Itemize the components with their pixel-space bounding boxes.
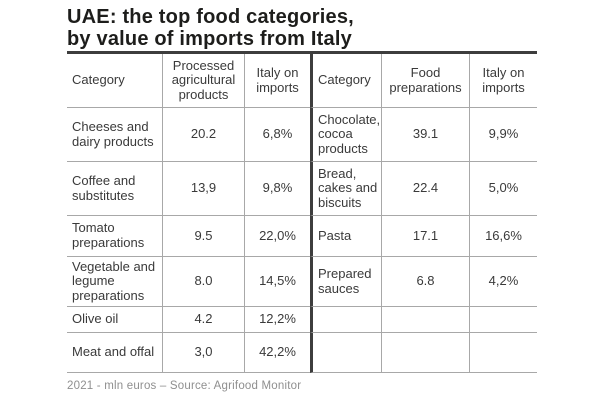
table-cell-value: 22.4 — [382, 162, 470, 216]
header-food-preparations: Food preparations — [382, 54, 470, 108]
table-cell-category: Meat and offal — [67, 333, 163, 373]
header-processed-agricultural-products: Processed agricultural products — [163, 54, 245, 108]
header-category-right: Category — [310, 54, 382, 108]
table-cell-category: Cheeses and dairy products — [67, 108, 163, 162]
table-cell-share: 22,0% — [245, 216, 310, 257]
table-cell-share: 6,8% — [245, 108, 310, 162]
chart-title: UAE: the top food categories, by value o… — [67, 6, 354, 51]
table-cell-category: Chocolate, cocoa products — [310, 108, 382, 162]
table-cell-value: 20.2 — [163, 108, 245, 162]
header-italy-on-imports-right: Italy on imports — [470, 54, 537, 108]
table-cell-value: 39.1 — [382, 108, 470, 162]
table-cell-category: Coffee and substitutes — [67, 162, 163, 216]
source-note: 2021 - mln euros – Source: Agrifood Moni… — [67, 380, 302, 392]
table-cell-category: Tomato preparations — [67, 216, 163, 257]
table-cell-share — [470, 307, 537, 333]
table-cell-value: 6.8 — [382, 257, 470, 307]
table-cell-share: 4,2% — [470, 257, 537, 307]
table-cell-value: 8.0 — [163, 257, 245, 307]
table-cell-share: 14,5% — [245, 257, 310, 307]
chart-title-line2: by value of imports from Italy — [67, 28, 352, 51]
header-italy-on-imports-left: Italy on imports — [245, 54, 310, 108]
imports-table: Category Processed agricultural products… — [67, 51, 537, 373]
table-cell-category: Olive oil — [67, 307, 163, 333]
table-cell-category: Bread, cakes and biscuits — [310, 162, 382, 216]
chart-title-line1: UAE: the top food categories, — [67, 6, 354, 28]
table-cell-category — [310, 333, 382, 373]
table-cell-share: 5,0% — [470, 162, 537, 216]
table-cell-value: 9.5 — [163, 216, 245, 257]
table-cell-category: Pasta — [310, 216, 382, 257]
header-category-left: Category — [67, 54, 163, 108]
table-cell-share: 9,8% — [245, 162, 310, 216]
table-cell-share: 16,6% — [470, 216, 537, 257]
table-cell-category: Prepared sauces — [310, 257, 382, 307]
table-cell-value — [382, 333, 470, 373]
table-cell-value: 4.2 — [163, 307, 245, 333]
table-cell-value: 3,0 — [163, 333, 245, 373]
table-cell-share: 42,2% — [245, 333, 310, 373]
table-cell-value: 17.1 — [382, 216, 470, 257]
table-cell-category: Vegetable and legume preparations — [67, 257, 163, 307]
table-cell-category — [310, 307, 382, 333]
table-cell-value — [382, 307, 470, 333]
table-cell-share: 9,9% — [470, 108, 537, 162]
table-cell-share: 12,2% — [245, 307, 310, 333]
table-cell-share — [470, 333, 537, 373]
table-cell-value: 13,9 — [163, 162, 245, 216]
